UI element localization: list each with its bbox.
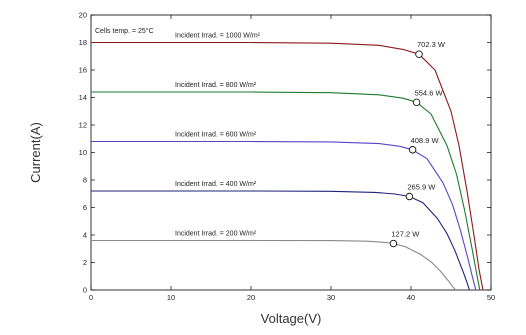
y-axis-title: Current(A) bbox=[28, 122, 43, 183]
series-label-5: Incident Irrad. = 200 W/m² bbox=[175, 231, 257, 238]
x-tick-label: 0 bbox=[89, 293, 93, 302]
y-tick-label: 18 bbox=[79, 38, 87, 47]
mpp-marker-4 bbox=[405, 192, 414, 201]
mpp-power-label-5: 127.2 W bbox=[391, 230, 420, 239]
mpp-power-label-1: 702.3 W bbox=[417, 40, 446, 49]
y-tick-label: 8 bbox=[83, 176, 87, 185]
series-label-4: Incident Irrad. = 400 W/m² bbox=[175, 181, 257, 188]
mpp-power-label-3: 408.9 W bbox=[411, 136, 440, 145]
y-tick-label: 0 bbox=[83, 286, 87, 295]
series-labels: Incident Irrad. = 1000 W/m² Incident Irra… bbox=[175, 33, 261, 238]
mpp-power-label-2: 554.6 W bbox=[415, 88, 444, 97]
series-line-1 bbox=[91, 41, 484, 291]
y-tick-label: 2 bbox=[83, 258, 87, 267]
x-tick-label: 30 bbox=[327, 293, 335, 302]
series-line-3 bbox=[91, 140, 477, 291]
series-line-4 bbox=[91, 190, 470, 291]
mpp-marker-1 bbox=[415, 50, 423, 58]
annotation-cells-temp: Cells temp. = 25°C bbox=[95, 27, 154, 35]
mpp-markers: 702.3 W 554.6 W 408.9 W 265.9 W 127.2 W bbox=[389, 40, 446, 248]
y-tick-label: 14 bbox=[79, 93, 87, 102]
series-lines bbox=[91, 41, 484, 291]
x-tick-label: 10 bbox=[167, 293, 175, 302]
series-label-2: Incident Irrad. = 800 W/m² bbox=[175, 82, 257, 89]
y-tick-label: 20 bbox=[79, 11, 87, 20]
y-tick-label: 10 bbox=[79, 148, 87, 157]
x-tick-label: 40 bbox=[407, 293, 415, 302]
series-line-5 bbox=[91, 239, 457, 291]
x-tick-label: 20 bbox=[247, 293, 255, 302]
x-axis-title: Voltage(V) bbox=[261, 311, 322, 326]
y-tick-label: 12 bbox=[79, 121, 87, 130]
mpp-power-label-4: 265.9 W bbox=[407, 183, 436, 192]
series-label-3: Incident Irrad. = 600 W/m² bbox=[175, 132, 257, 139]
mpp-marker-3 bbox=[408, 146, 417, 154]
series-line-2 bbox=[91, 91, 481, 291]
x-tick-label: 50 bbox=[487, 293, 495, 302]
series-label-1: Incident Irrad. = 1000 W/m² bbox=[175, 33, 261, 40]
y-tick-label: 4 bbox=[83, 231, 87, 240]
axis-ticks: 0 10 20 30 40 50 0 2 4 6 8 10 12 14 16 18 20 bbox=[79, 11, 496, 303]
mpp-marker-2 bbox=[412, 98, 421, 107]
plot-frame bbox=[90, 14, 492, 291]
y-tick-label: 16 bbox=[79, 66, 87, 75]
mpp-marker-5 bbox=[389, 239, 398, 248]
y-tick-label: 6 bbox=[83, 203, 87, 212]
